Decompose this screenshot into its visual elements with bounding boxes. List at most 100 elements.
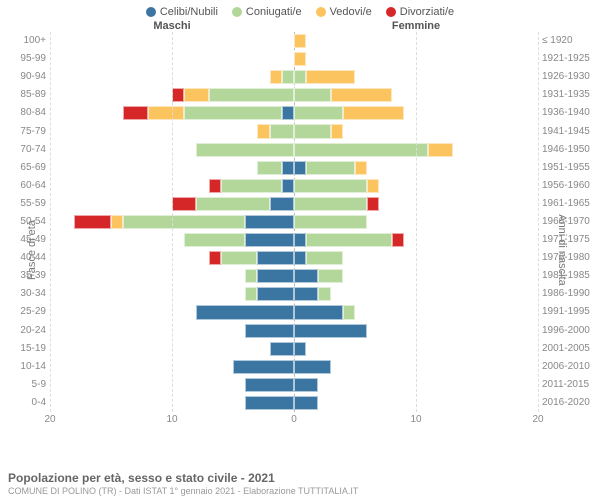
bar-segment	[294, 124, 331, 138]
pyramid-row	[50, 215, 538, 229]
pyramid-row	[50, 396, 538, 410]
birth-label: 2016-2020	[542, 398, 590, 408]
bar-segment	[111, 215, 123, 229]
x-tick-label: 20	[532, 414, 543, 425]
birth-label: 2001-2005	[542, 344, 590, 354]
legend: Celibi/NubiliConiugati/eVedovi/eDivorzia…	[0, 0, 600, 20]
bar-segment	[294, 215, 367, 229]
bar-segment	[123, 215, 245, 229]
age-label: 90-94	[20, 72, 46, 82]
gridline	[416, 32, 417, 412]
bar-segment	[294, 324, 367, 338]
bar-segment	[306, 251, 343, 265]
pyramid-row	[50, 287, 538, 301]
bar-segment	[392, 233, 404, 247]
age-label: 5-9	[32, 380, 46, 390]
bar-segment	[294, 179, 367, 193]
pyramid-row	[50, 360, 538, 374]
birth-label: 1941-1945	[542, 127, 590, 137]
age-label: 45-49	[20, 235, 46, 245]
bar-segment	[294, 197, 367, 211]
bar-segment	[294, 396, 318, 410]
birth-label: 1971-1975	[542, 235, 590, 245]
age-label: 20-24	[20, 326, 46, 336]
age-label: 40-44	[20, 253, 46, 263]
bar-segment	[209, 88, 294, 102]
bar-segment	[74, 215, 111, 229]
age-label: 85-89	[20, 90, 46, 100]
birth-label: 1981-1985	[542, 271, 590, 281]
age-label: 70-74	[20, 145, 46, 155]
bar-segment	[257, 161, 281, 175]
y-left-labels: 100+95-9990-9485-8980-8475-7970-7465-696…	[0, 32, 48, 412]
header-femmine: Femmine	[294, 20, 538, 32]
bar-segment	[172, 88, 184, 102]
legend-label: Celibi/Nubili	[160, 6, 218, 18]
pyramid-row	[50, 233, 538, 247]
age-label: 10-14	[20, 362, 46, 372]
bar-segment	[331, 88, 392, 102]
bar-segment	[294, 251, 306, 265]
bar-segment	[355, 161, 367, 175]
chart-title: Popolazione per età, sesso e stato civil…	[8, 471, 592, 485]
bar-segment	[184, 106, 282, 120]
x-tick-label: 10	[166, 414, 177, 425]
bar-segment	[294, 378, 318, 392]
bar-segment	[343, 106, 404, 120]
bar-segment	[270, 342, 294, 356]
bar-segment	[294, 161, 306, 175]
pyramid-row	[50, 52, 538, 66]
bar-segment	[245, 396, 294, 410]
bar-segment	[196, 143, 294, 157]
bar-segment	[270, 197, 294, 211]
bar-segment	[306, 233, 391, 247]
bar-segment	[209, 251, 221, 265]
bar-segment	[367, 197, 379, 211]
age-label: 60-64	[20, 181, 46, 191]
pyramid-row	[50, 161, 538, 175]
pyramid-row	[50, 197, 538, 211]
bar-segment	[196, 305, 294, 319]
pyramid-row	[50, 378, 538, 392]
bar-segment	[294, 287, 318, 301]
bar-segment	[343, 305, 355, 319]
pyramid-row	[50, 269, 538, 283]
birth-label: 1946-1950	[542, 145, 590, 155]
birth-label: 1926-1930	[542, 72, 590, 82]
bar-segment	[245, 378, 294, 392]
bar-segment	[257, 287, 294, 301]
bar-segment	[221, 179, 282, 193]
pyramid-row	[50, 251, 538, 265]
pyramid-row	[50, 106, 538, 120]
age-label: 25-29	[20, 307, 46, 317]
bar-segment	[294, 34, 306, 48]
bar-segment	[270, 70, 282, 84]
bar-segment	[184, 233, 245, 247]
birth-label: 2011-2015	[542, 380, 589, 390]
x-tick-label: 0	[291, 414, 297, 425]
pyramid-row	[50, 34, 538, 48]
bar-segment	[209, 179, 221, 193]
bar-segment	[294, 106, 343, 120]
bar-segment	[270, 124, 294, 138]
birth-label: 2006-2010	[542, 362, 590, 372]
bar-segment	[294, 342, 306, 356]
header-maschi: Maschi	[50, 20, 294, 32]
plot-area: 201001020	[50, 32, 538, 412]
birth-label: 1976-1980	[542, 253, 590, 263]
bar-segment	[257, 269, 294, 283]
gridline	[538, 32, 539, 412]
chart-footer: Popolazione per età, sesso e stato civil…	[8, 471, 592, 496]
legend-label: Coniugati/e	[246, 6, 302, 18]
age-label: 75-79	[20, 127, 46, 137]
bar-segment	[245, 233, 294, 247]
legend-item: Coniugati/e	[232, 6, 302, 18]
birth-label: 1921-1925	[542, 54, 590, 64]
age-label: 35-39	[20, 271, 46, 281]
birth-label: ≤ 1920	[542, 36, 573, 46]
pyramid-row	[50, 88, 538, 102]
legend-item: Divorziati/e	[386, 6, 454, 18]
bar-segment	[123, 106, 147, 120]
birth-label: 1991-1995	[542, 307, 590, 317]
bar-segment	[306, 161, 355, 175]
